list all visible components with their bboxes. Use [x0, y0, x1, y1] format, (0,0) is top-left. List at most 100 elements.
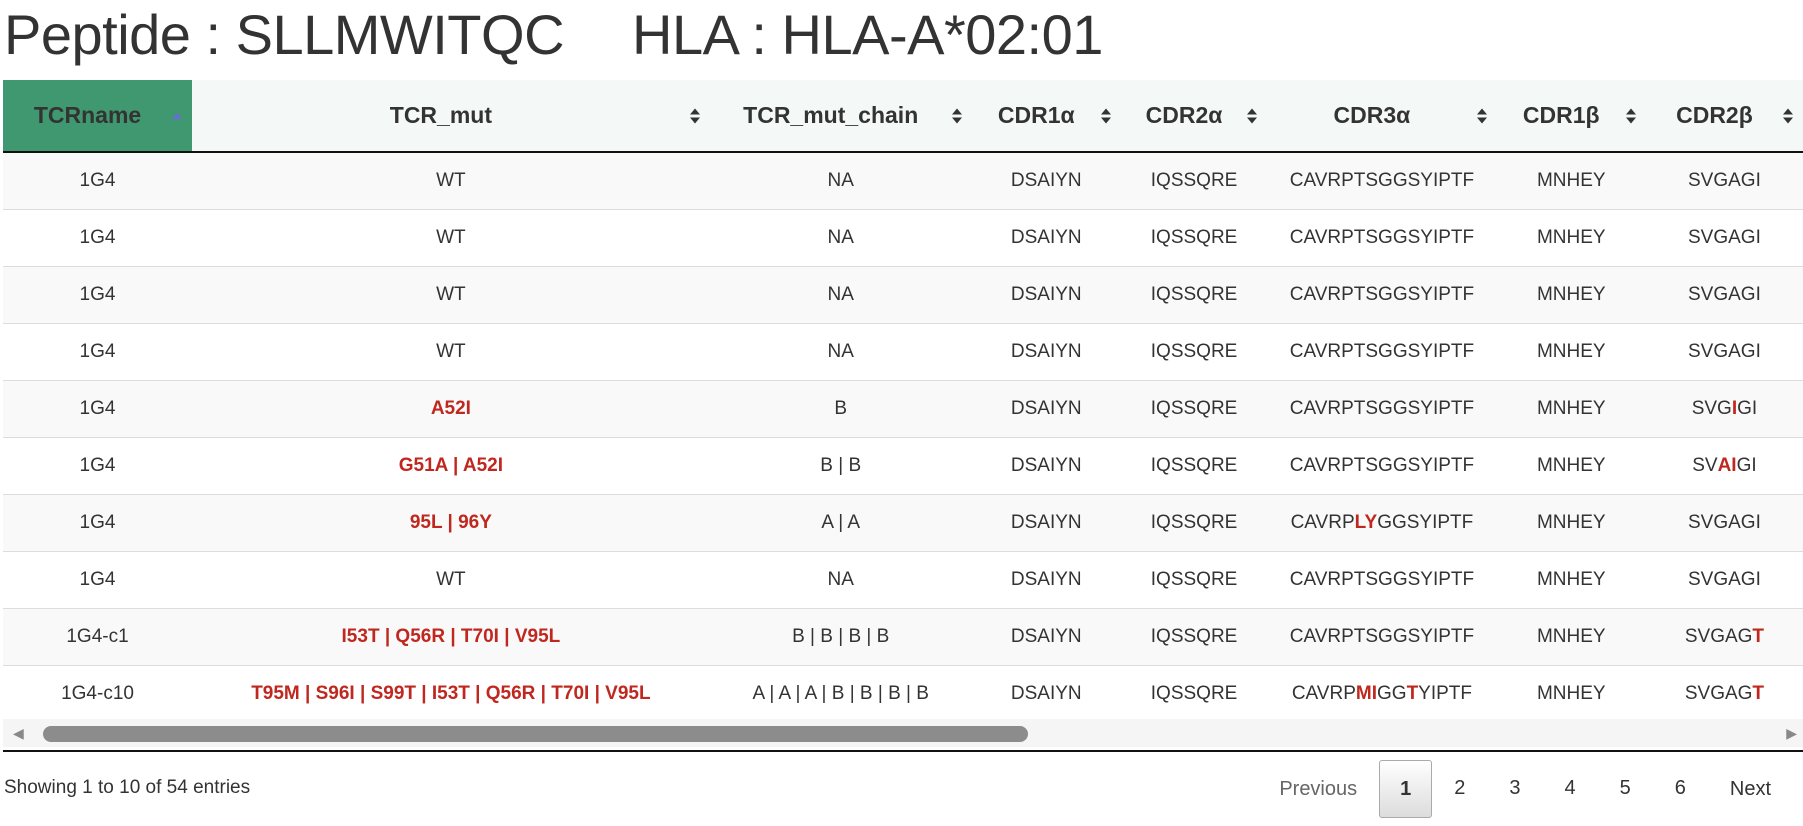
- table-row: 1G4 WT NA DSAIYN IQSSQRE CAVRPTSGGSYIPTF MNHEY…: [3, 266, 1803, 324]
- cell-cdr2a: IQSSQRE: [1120, 151, 1268, 210]
- cell-cdr2b: SVGAGI: [1645, 551, 1803, 609]
- table-row: 1G4 WT NA DSAIYN IQSSQRE CAVRPTSGGSYIPTF MNHEY…: [3, 209, 1803, 267]
- column-header-tcr-mut-chain[interactable]: TCR_mut_chain: [709, 80, 972, 153]
- column-header-cdr2-[interactable]: CDR2β: [1645, 80, 1803, 153]
- sort-asc-icon: [1476, 108, 1487, 114]
- cell-cdr1b: MNHEY: [1496, 380, 1646, 438]
- cell-cdr1b: MNHEY: [1496, 551, 1646, 609]
- cell-tcr_mut: WT: [192, 209, 710, 267]
- cell-cdr2a: IQSSQRE: [1120, 266, 1268, 324]
- table-row: 1G4 A52I B DSAIYN IQSSQRE CAVRPTSGGSYIPTF MNHE…: [3, 380, 1803, 438]
- cell-tcr_mut: G51A | A52I: [192, 437, 710, 495]
- page-button-3[interactable]: 3: [1509, 777, 1521, 799]
- column-label: TCR_mut: [389, 102, 492, 128]
- sequence-segment: CAVRPTSGGSYIPTF: [1289, 569, 1475, 590]
- cell-cdr2b: SVGAGI: [1645, 151, 1803, 210]
- cell-cdr2b: SVGAGI: [1645, 209, 1803, 267]
- sequence-segment: GG: [1377, 683, 1407, 704]
- cell-cdr3a: CAVRPMIGGTYIPTF: [1267, 665, 1497, 722]
- sort-icon[interactable]: [1100, 108, 1111, 123]
- sequence-segment: GI: [1737, 398, 1758, 419]
- scroll-right-arrow-icon[interactable]: ▶: [1786, 725, 1797, 741]
- cell-cdr2b: SVGAGT: [1645, 665, 1803, 722]
- cell-tcrname: 1G4: [3, 437, 193, 495]
- cell-tcr_mut: WT: [192, 266, 710, 324]
- table-row: 1G4-c10 T95M | S96I | S99T | I53T | Q56R …: [3, 665, 1803, 722]
- horizontal-scrollbar[interactable]: ◀ ▶: [3, 719, 1803, 747]
- cell-cdr2b: SVGAGI: [1645, 494, 1803, 552]
- page-button-1[interactable]: 1: [1379, 760, 1433, 818]
- column-header-cdr1-[interactable]: CDR1α: [971, 80, 1121, 153]
- cell-chain: B | B: [709, 437, 972, 495]
- sort-desc-icon: [1783, 117, 1793, 123]
- column-header-cdr1-[interactable]: CDR1β: [1496, 80, 1646, 153]
- page-button-4[interactable]: 4: [1564, 777, 1576, 799]
- cell-cdr2b: SVGAGI: [1645, 266, 1803, 324]
- scroll-left-arrow-icon[interactable]: ◀: [13, 725, 24, 741]
- sort-desc-icon: [1476, 117, 1487, 123]
- sequence-segment: GGSYIPTF: [1377, 512, 1474, 533]
- sequence-segment: CAVRP: [1290, 512, 1355, 533]
- cell-chain: B | B | B | B: [709, 608, 972, 666]
- cell-cdr2a: IQSSQRE: [1120, 608, 1268, 666]
- cell-cdr1b: MNHEY: [1496, 437, 1646, 495]
- column-header-cdr3-[interactable]: CDR3α: [1267, 80, 1497, 153]
- sort-desc-icon: [1625, 117, 1636, 123]
- page-button-2[interactable]: 2: [1454, 777, 1466, 799]
- cell-cdr1b: MNHEY: [1496, 494, 1646, 552]
- next-button[interactable]: Next: [1729, 778, 1771, 800]
- sequence-segment: SVGAG: [1684, 626, 1753, 647]
- column-header-tcrname[interactable]: TCRname: [3, 80, 193, 153]
- column-header-tcr-mut[interactable]: TCR_mut: [192, 80, 710, 153]
- sequence-segment: WT: [436, 227, 466, 248]
- scrollbar-thumb[interactable]: [43, 726, 1028, 742]
- sequence-segment: SVGAGI: [1688, 512, 1761, 533]
- cell-cdr1a: DSAIYN: [971, 151, 1121, 210]
- sequence-segment: WT: [436, 284, 466, 305]
- mutation-highlight: I: [1731, 398, 1738, 419]
- sequence-segment: CAVRPTSGGSYIPTF: [1289, 227, 1475, 248]
- sequence-segment: CAVRPTSGGSYIPTF: [1289, 398, 1475, 419]
- sequence-segment: CAVRPTSGGSYIPTF: [1289, 170, 1475, 191]
- cell-cdr1b: MNHEY: [1496, 665, 1646, 722]
- table-info: Showing 1 to 10 of 54 entries: [4, 777, 251, 798]
- cell-tcrname: 1G4: [3, 323, 193, 381]
- table-row: 1G4 WT NA DSAIYN IQSSQRE CAVRPTSGGSYIPTF MNHEY…: [3, 551, 1803, 609]
- cell-cdr1a: DSAIYN: [971, 665, 1121, 722]
- table-row: 1G4 G51A | A52I B | B DSAIYN IQSSQRE CAVRPTSG…: [3, 437, 1803, 495]
- table-row: 1G4 WT NA DSAIYN IQSSQRE CAVRPTSGGSYIPTF MNHEY…: [3, 323, 1803, 381]
- sort-icon[interactable]: [689, 108, 700, 123]
- cell-cdr2b: SVAIGI: [1645, 437, 1803, 495]
- sequence-segment: SVGAGI: [1688, 341, 1761, 362]
- table-row: 1G4 95L | 96Y A | A DSAIYN IQSSQRE CAVRPLYGGS…: [3, 494, 1803, 552]
- mutation-highlight: T95M | S96I | S99T | I53T | Q56R | T70I …: [251, 683, 651, 704]
- sort-asc-icon: [689, 108, 700, 114]
- cell-tcrname: 1G4-c1: [3, 608, 193, 666]
- cell-cdr1a: DSAIYN: [971, 551, 1121, 609]
- cell-chain: NA: [709, 551, 972, 609]
- page-button-6[interactable]: 6: [1674, 777, 1686, 799]
- previous-button[interactable]: Previous: [1279, 778, 1358, 800]
- sort-icon[interactable]: [172, 112, 183, 119]
- column-header-cdr2-[interactable]: CDR2α: [1120, 80, 1268, 153]
- sort-icon[interactable]: [951, 108, 962, 123]
- sort-desc-icon: [1100, 117, 1111, 123]
- cell-chain: NA: [709, 323, 972, 381]
- hla-title: HLA : HLA-A*02:01: [632, 3, 1103, 66]
- cell-tcrname: 1G4: [3, 266, 193, 324]
- sequence-segment: CAVRPTSGGSYIPTF: [1289, 341, 1475, 362]
- cell-cdr3a: CAVRPLYGGSYIPTF: [1267, 494, 1497, 552]
- cell-cdr1a: DSAIYN: [971, 323, 1121, 381]
- table-container: TCRname TCR_mut TCR_mut_chain CDR1α CDR2α CDR…: [3, 80, 1803, 752]
- sort-icon[interactable]: [1783, 108, 1793, 123]
- sort-icon[interactable]: [1247, 108, 1258, 123]
- sort-icon[interactable]: [1476, 108, 1487, 123]
- page-button-5[interactable]: 5: [1619, 777, 1631, 799]
- cell-cdr2a: IQSSQRE: [1120, 494, 1268, 552]
- sort-asc-icon: [1247, 108, 1258, 114]
- column-label: CDR3α: [1333, 102, 1411, 128]
- sort-icon[interactable]: [1625, 108, 1636, 123]
- sequence-segment: GI: [1736, 455, 1757, 476]
- column-label: CDR2α: [1145, 102, 1223, 128]
